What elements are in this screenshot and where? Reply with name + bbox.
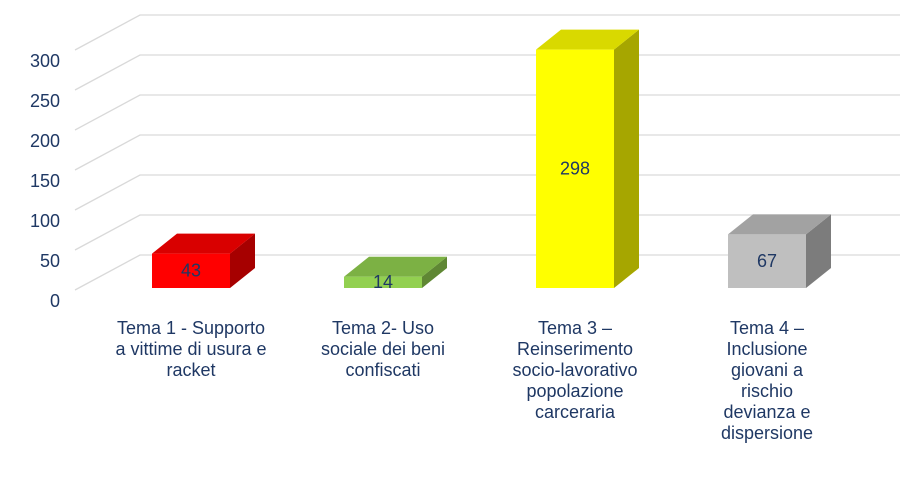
bar-top-shade	[152, 233, 255, 254]
value-label: 43	[181, 261, 201, 281]
grid-line	[74, 214, 900, 251]
bar	[536, 29, 639, 288]
x-tick-label: Tema 1 - Supporto a vittime di usura e r…	[115, 318, 267, 380]
bar-top-shade	[728, 214, 831, 235]
bar-top	[152, 233, 255, 254]
bar-side-shade	[422, 256, 447, 288]
grid-line	[74, 134, 900, 171]
bar-top	[536, 29, 639, 50]
bar-front	[344, 276, 422, 288]
value-label: 298	[560, 159, 590, 179]
value-label: 67	[757, 251, 777, 271]
y-tick-label: 50	[40, 251, 60, 271]
bar-top-shade	[536, 29, 639, 50]
bar-front	[536, 49, 614, 288]
bar-side	[806, 214, 831, 288]
bar-side	[422, 256, 447, 288]
bar-front	[152, 253, 230, 288]
bar-top-shade	[344, 256, 447, 277]
value-label: 14	[373, 272, 393, 292]
x-tick-label: Tema 3 – Reinserimento socio-lavorativo …	[512, 318, 638, 422]
y-tick-label: 250	[30, 91, 60, 111]
bar-top	[728, 214, 831, 235]
bar-side-shade	[614, 29, 639, 288]
y-tick-label: 100	[30, 211, 60, 231]
bar	[152, 233, 255, 288]
grid-line	[74, 14, 900, 51]
bar-top	[344, 256, 447, 277]
grid-line	[74, 174, 900, 211]
grid-line	[74, 254, 900, 291]
bar	[728, 214, 831, 288]
bar-side-shade	[806, 214, 831, 288]
bar	[344, 256, 447, 288]
bar-front	[728, 234, 806, 288]
y-tick-label: 300	[30, 51, 60, 71]
y-tick-label: 150	[30, 171, 60, 191]
bar-side	[230, 233, 255, 288]
x-tick-label: Tema 2- Uso sociale dei beni confiscati	[320, 318, 446, 380]
bar-side-shade	[230, 233, 255, 288]
bar-side	[614, 29, 639, 288]
x-tick-label: Tema 4 – Inclusione giovani a rischio de…	[720, 318, 814, 443]
grid-line	[74, 94, 900, 131]
grid-line	[74, 54, 900, 91]
y-tick-label: 200	[30, 131, 60, 151]
y-tick-label: 0	[50, 291, 60, 311]
